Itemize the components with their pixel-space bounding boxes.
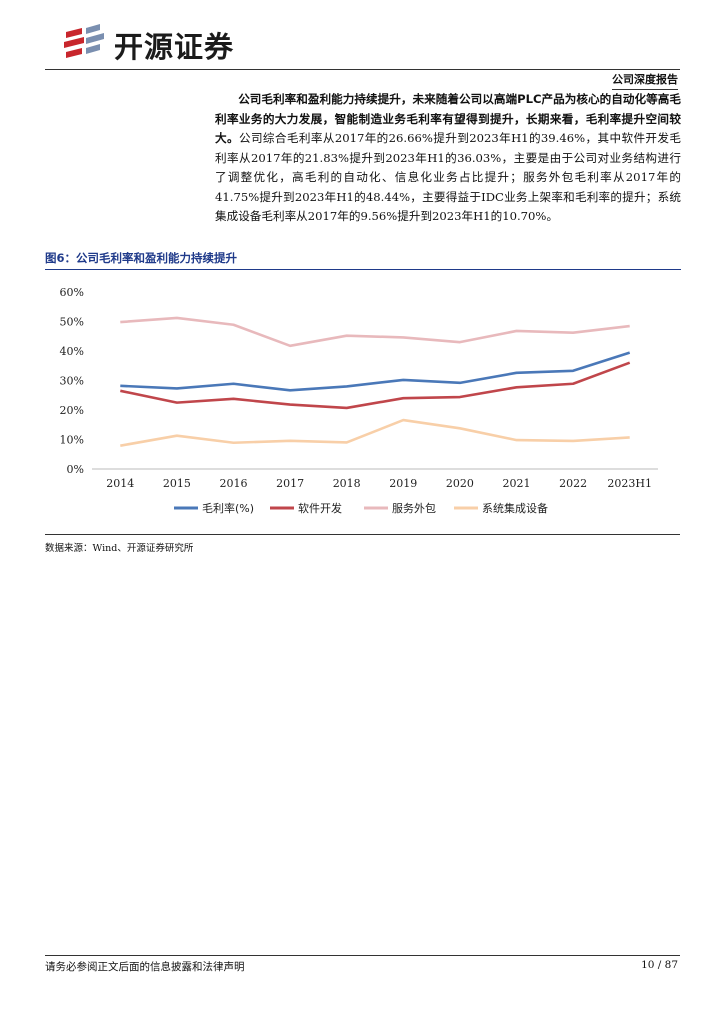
y-tick-label: 60%	[60, 286, 84, 299]
figure-title: 图6：公司毛利率和盈利能力持续提升	[45, 250, 681, 270]
legend-label: 系统集成设备	[482, 501, 548, 515]
line-chart: 0% 10% 20% 30% 40% 50% 60% 2014 2015 2016 2017 2018…	[60, 286, 658, 515]
x-tick-label: 2015	[163, 477, 191, 490]
series-line	[120, 418, 630, 447]
body-paragraph: 公司毛利率和盈利能力持续提升，未来随着公司以高端PLC产品为核心的自动化等高毛利…	[215, 90, 681, 227]
x-tick-label: 2020	[446, 477, 474, 490]
legend-label: 软件开发	[298, 501, 342, 515]
footer-disclaimer: 请务必参阅正文后面的信息披露和法律声明	[45, 961, 245, 973]
logo: 开源证券	[60, 24, 234, 66]
paragraph-text: 公司综合毛利率从2017年的26.66%提升到2023年H1的39.46%，其中…	[215, 131, 681, 223]
x-tick-label: 2017	[276, 477, 304, 490]
series-line	[120, 351, 631, 392]
x-tick-label: 2016	[220, 477, 248, 490]
logo-text: 开源证券	[114, 30, 235, 64]
y-tick-label: 30%	[60, 375, 84, 388]
x-tick-label: 2023H1	[607, 477, 652, 490]
y-tick-label: 20%	[60, 404, 84, 417]
y-tick-label: 40%	[60, 345, 84, 358]
y-tick-label: 50%	[60, 316, 84, 329]
legend-label: 毛利率(%)	[202, 501, 254, 515]
page-number: 10 / 87	[641, 959, 678, 971]
paragraph-lead: 公司毛利率和盈利能力持续提升，未来随着公司以高端PLC产品为核心的自动化等高毛利…	[215, 92, 681, 145]
x-tick-label: 2018	[333, 477, 361, 490]
legend-label: 服务外包	[392, 502, 436, 515]
series-line	[120, 361, 631, 410]
header-divider	[45, 69, 680, 70]
x-tick-label: 2021	[503, 477, 531, 490]
x-tick-label: 2022	[559, 477, 587, 490]
footer-divider	[45, 955, 680, 956]
report-type: 公司深度报告	[612, 69, 678, 90]
x-tick-label: 2019	[389, 477, 417, 490]
source-divider	[45, 534, 680, 535]
figure-source: 数据来源：Wind、开源证券研究所	[45, 543, 194, 554]
series-line	[120, 316, 630, 348]
y-tick-label: 0%	[67, 463, 84, 476]
y-tick-label: 10%	[60, 434, 84, 447]
logo-mark-icon	[64, 24, 104, 58]
x-tick-label: 2014	[106, 477, 134, 490]
